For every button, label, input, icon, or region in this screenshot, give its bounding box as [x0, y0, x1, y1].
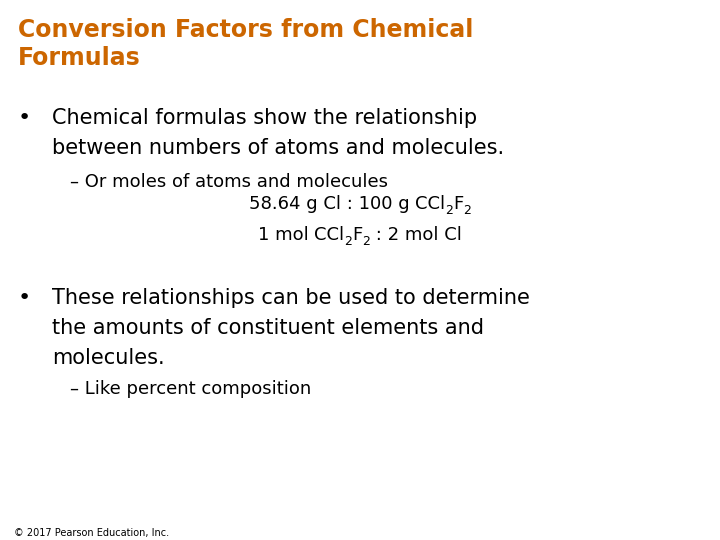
Text: CCl: CCl [415, 195, 445, 213]
Text: F: F [352, 226, 362, 244]
Text: 2: 2 [464, 204, 472, 217]
Text: © 2017 Pearson Education, Inc.: © 2017 Pearson Education, Inc. [14, 528, 169, 538]
Text: 2: 2 [246, 524, 254, 537]
Text: Chemical formulas show the relationship: Chemical formulas show the relationship [52, 108, 477, 128]
Text: Conversion Factors from Chemical: Conversion Factors from Chemical [18, 18, 473, 42]
Text: •: • [18, 288, 31, 308]
Text: – Like percent composition: – Like percent composition [70, 380, 311, 398]
Text: CCl: CCl [217, 516, 246, 534]
Text: 2: 2 [445, 204, 453, 217]
Text: 2: 2 [344, 234, 352, 247]
Text: 2: 2 [265, 524, 272, 537]
Text: – Or moles of atoms and molecules: – Or moles of atoms and molecules [70, 173, 388, 191]
Text: 2: 2 [155, 524, 163, 537]
Text: molecules.: molecules. [52, 348, 165, 368]
Text: 1 mol: 1 mol [50, 516, 107, 534]
Text: 2: 2 [137, 524, 145, 537]
Text: the amounts of constituent elements and: the amounts of constituent elements and [52, 318, 484, 338]
Text: 1 mol: 1 mol [258, 226, 314, 244]
Text: 58.64 g Cl : 100 g: 58.64 g Cl : 100 g [248, 195, 415, 213]
Text: F: F [254, 516, 265, 534]
Text: CCl: CCl [314, 226, 344, 244]
Text: : 2 mol Cl: : 2 mol Cl [50, 516, 142, 534]
Text: 58.64 g Cl : 100 g: 58.64 g Cl : 100 g [50, 516, 217, 534]
Text: F: F [145, 516, 155, 534]
Text: These relationships can be used to determine: These relationships can be used to deter… [52, 288, 530, 308]
Text: : 2 mol Cl: : 2 mol Cl [370, 226, 462, 244]
Text: CCl: CCl [107, 516, 137, 534]
Text: •: • [18, 108, 31, 128]
Text: 2: 2 [362, 234, 370, 247]
Text: F: F [453, 195, 464, 213]
Text: between numbers of atoms and molecules.: between numbers of atoms and molecules. [52, 138, 504, 158]
Text: Formulas: Formulas [18, 46, 140, 70]
